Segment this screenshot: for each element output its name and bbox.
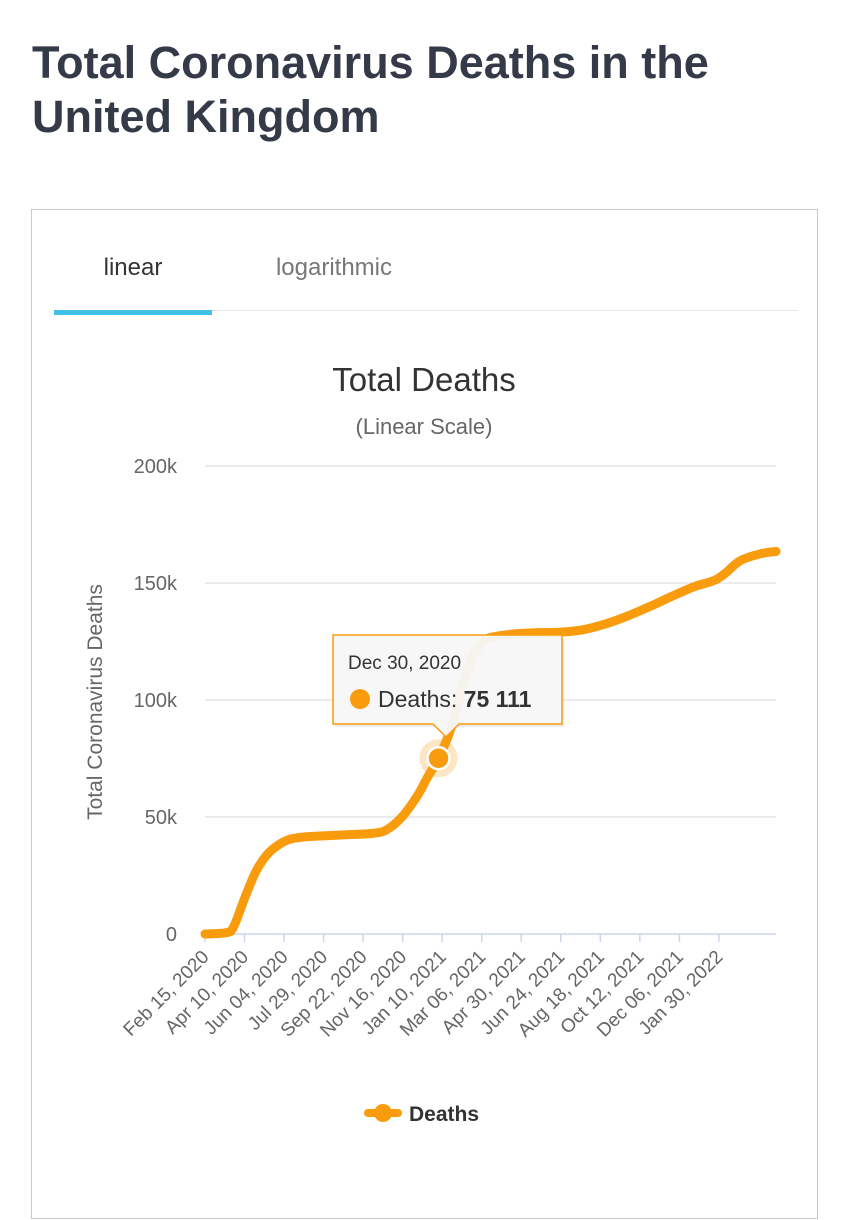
chart-subtitle: (Linear Scale) [356, 414, 493, 439]
tooltip-series-name: Deaths [378, 686, 451, 712]
tooltip-series-label: Deaths: 75 111 [378, 686, 532, 712]
legend-symbol-marker[interactable] [374, 1104, 392, 1122]
y-tick-label: 0 [166, 924, 177, 946]
chart-title: Total Deaths [332, 361, 515, 398]
y-tick-label: 50k [145, 807, 178, 829]
active-tab-indicator [54, 310, 212, 315]
chart-card: linear logarithmic Total Deaths (Linear … [31, 209, 818, 1219]
tab-logarithmic[interactable]: logarithmic [275, 254, 393, 281]
legend[interactable]: Deaths [364, 1103, 479, 1126]
tab-linear[interactable]: linear [103, 254, 163, 281]
scale-tabs: linear logarithmic [54, 210, 798, 315]
tooltip-value: 75 111 [464, 686, 532, 712]
hover-point[interactable] [426, 745, 451, 771]
series-layer [200, 546, 781, 939]
series-line-deaths [200, 546, 781, 939]
page-title: Total Coronavirus Deaths in the United K… [32, 37, 709, 142]
y-tick-label: 200k [134, 456, 178, 478]
y-axis-ticks: 0 50k 100k 150k 200k [134, 456, 178, 946]
tooltip-date: Dec 30, 2020 [348, 653, 461, 674]
tooltip-box [332, 634, 563, 739]
y-tick-label: 150k [134, 573, 178, 595]
total-deaths-chart: Total Deaths (Linear Scale) Total Corona… [84, 361, 781, 1126]
tooltip: Dec 30, 2020 Deaths: 75 111 [332, 634, 564, 778]
y-tick-label: 100k [134, 690, 178, 712]
tooltip-series-dot [350, 689, 370, 709]
y-axis-label: Total Coronavirus Deaths [84, 584, 107, 820]
legend-label-deaths[interactable]: Deaths [409, 1103, 479, 1126]
